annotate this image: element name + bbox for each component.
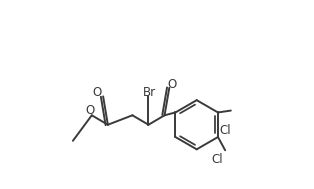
Text: O: O: [168, 78, 177, 91]
Text: Cl: Cl: [219, 124, 231, 137]
Text: Br: Br: [143, 86, 156, 99]
Text: O: O: [93, 86, 102, 99]
Text: Cl: Cl: [212, 153, 223, 166]
Text: O: O: [86, 104, 95, 117]
